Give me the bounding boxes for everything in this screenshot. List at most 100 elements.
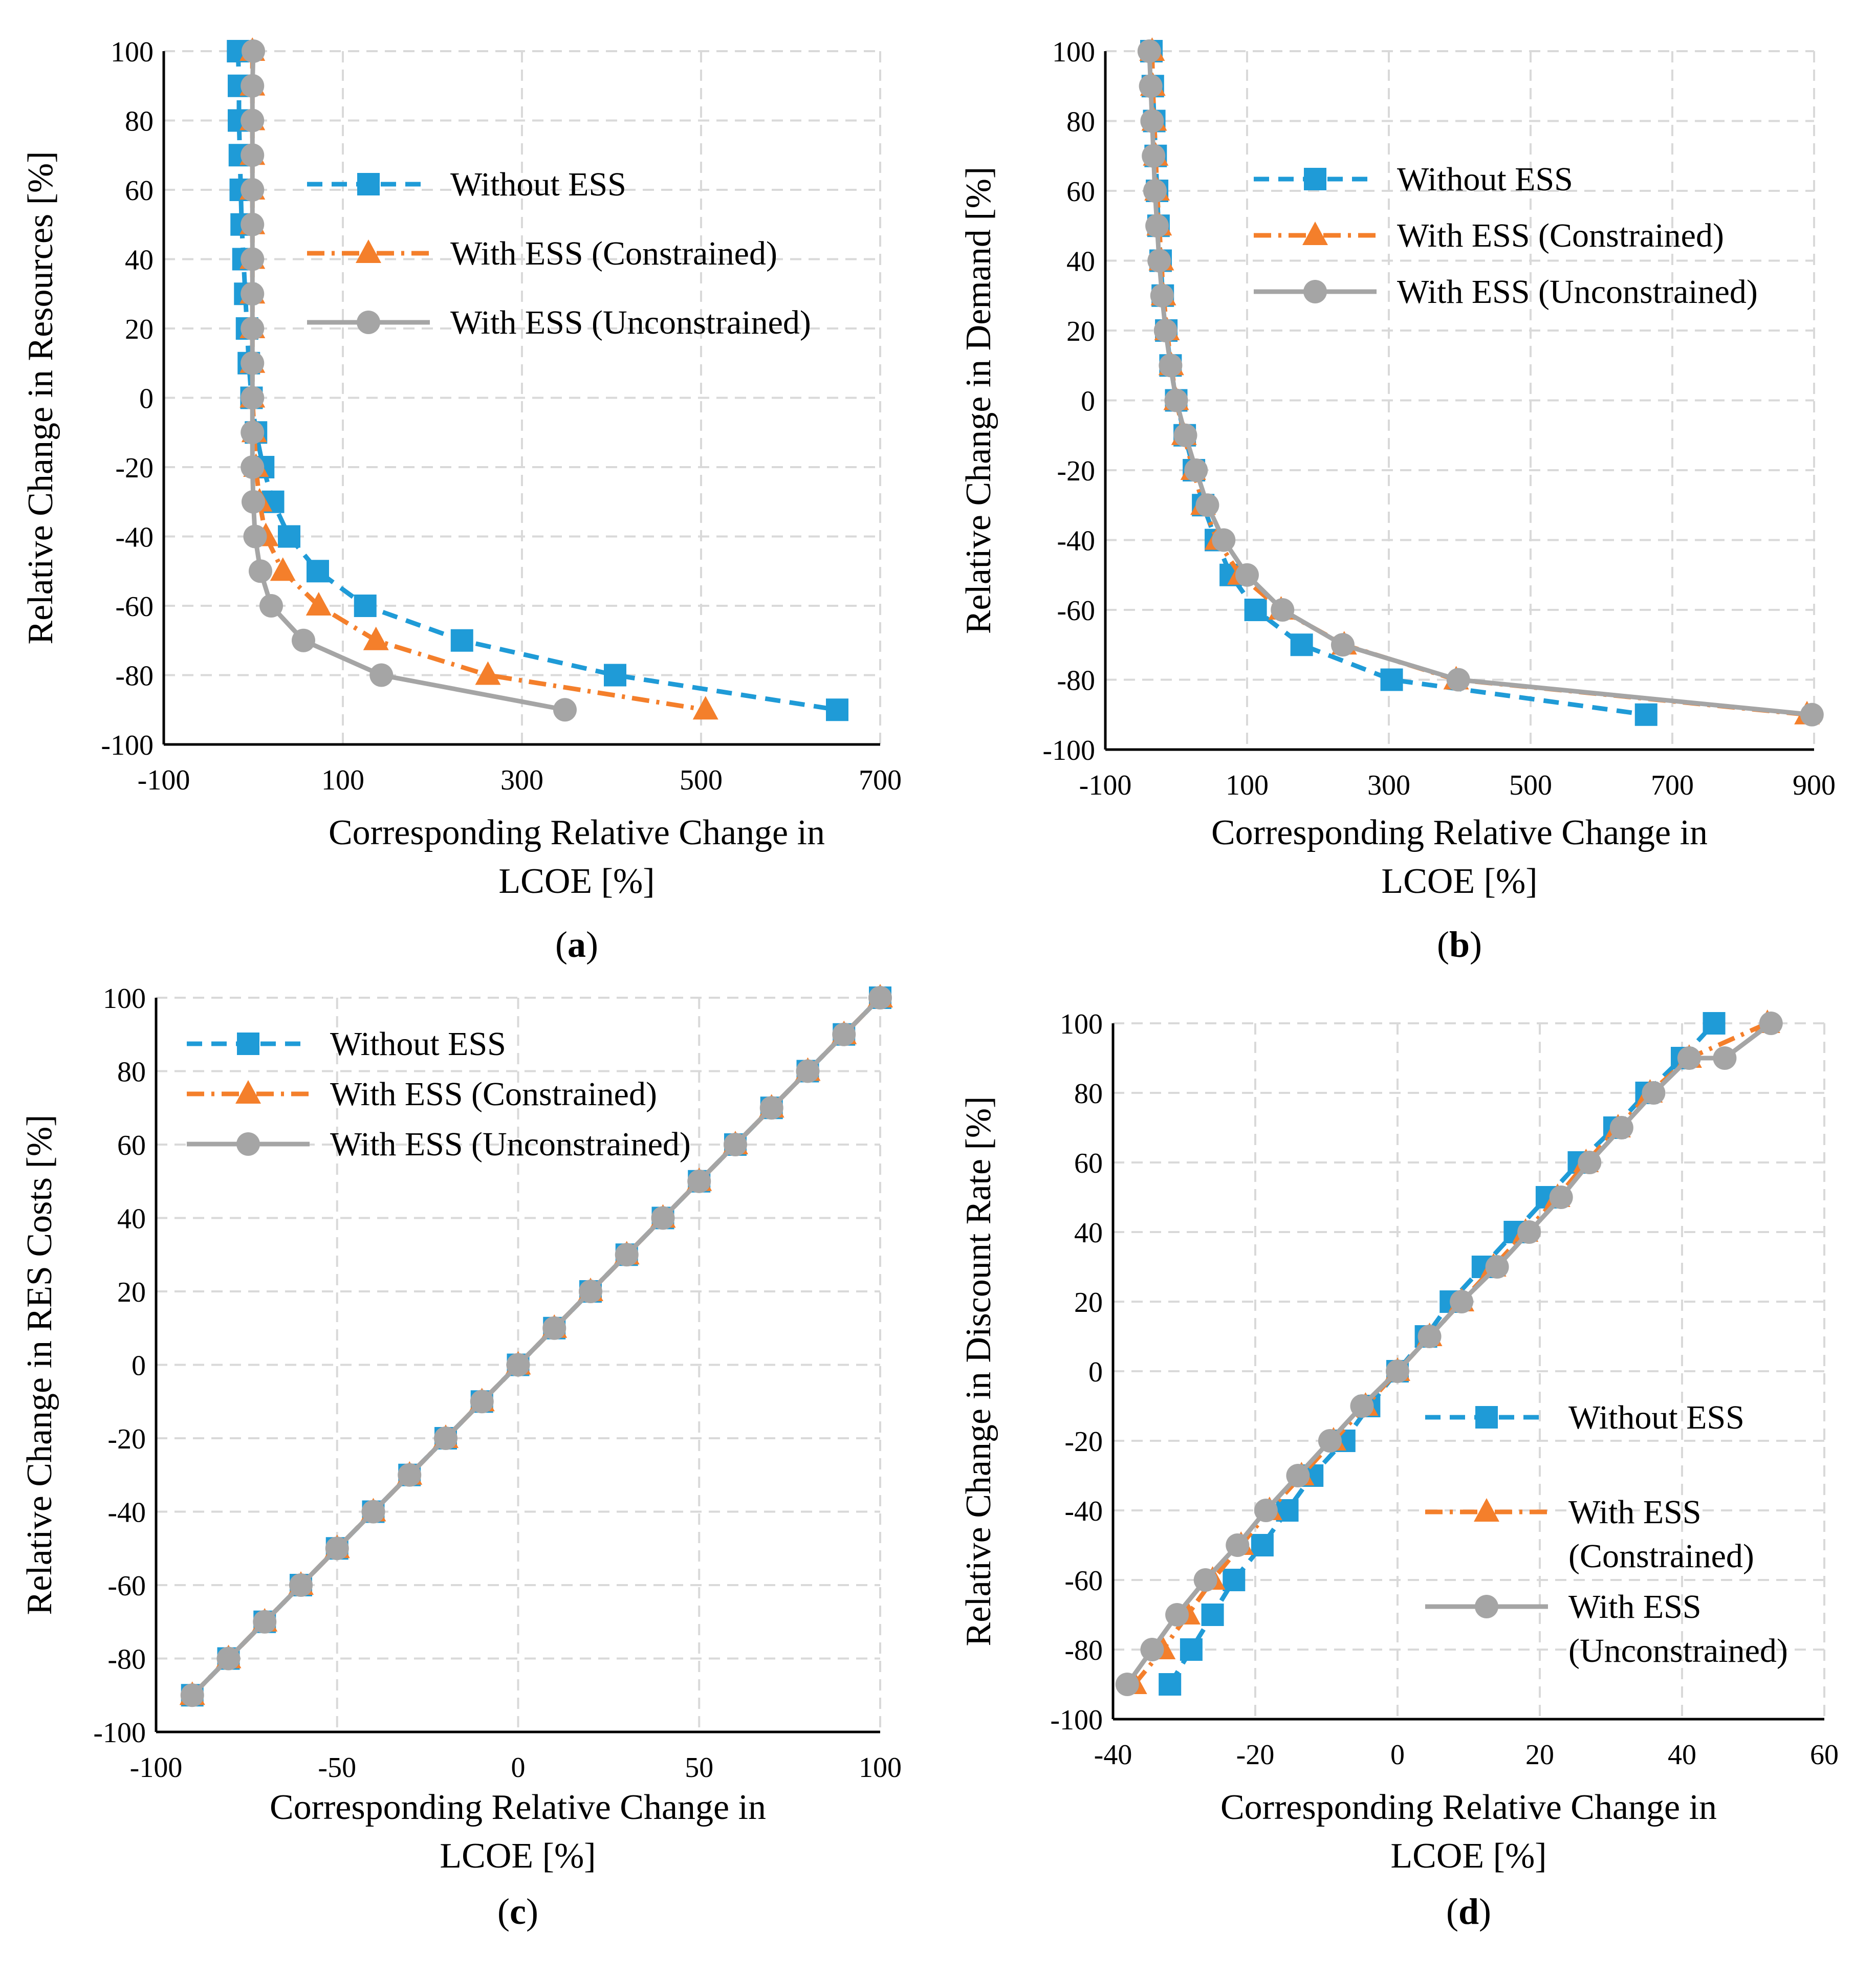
data-point	[354, 595, 377, 617]
x-tick-label: 0	[511, 1752, 526, 1784]
y-tick-label: -60	[1064, 1565, 1103, 1597]
y-tick-label: -40	[115, 522, 154, 554]
y-tick-label: -40	[107, 1497, 146, 1529]
data-point	[1173, 423, 1197, 447]
legend-marker	[356, 239, 381, 263]
data-point	[1159, 1673, 1182, 1696]
data-point	[180, 1683, 204, 1707]
x-axis-title-cont: LCOE [%]	[498, 862, 655, 901]
y-tick-label: -100	[1050, 1704, 1103, 1736]
data-point	[1145, 214, 1169, 238]
legend-label: With ESS (Constrained)	[450, 235, 777, 272]
data-point	[1147, 249, 1171, 273]
data-point	[306, 592, 332, 616]
data-point	[241, 143, 265, 167]
legend-label-cont: (Constrained)	[1568, 1538, 1754, 1575]
y-tick-label: 20	[1066, 316, 1095, 347]
y-axis-title: Relative Change in Demand [%]	[959, 167, 998, 634]
panel-paren-close: )	[526, 1891, 538, 1932]
data-point	[241, 74, 265, 98]
y-tick-label: 100	[1060, 1008, 1103, 1040]
series-without-ess	[1140, 40, 1657, 726]
data-point	[1642, 1081, 1666, 1105]
legend-marker	[1303, 280, 1327, 303]
legend-label-cont: (Unconstrained)	[1568, 1632, 1788, 1670]
data-point	[832, 1022, 856, 1046]
data-point	[759, 1096, 783, 1120]
x-tick-label: 700	[859, 764, 902, 796]
legend-label: With ESS (Constrained)	[330, 1075, 657, 1113]
legend-label: With ESS	[1568, 1494, 1702, 1531]
panel-letter: d	[1458, 1891, 1479, 1932]
y-tick-label: -60	[1057, 595, 1095, 627]
y-tick-label: 0	[139, 383, 154, 415]
data-point	[1184, 458, 1208, 482]
data-point	[1165, 1603, 1189, 1627]
y-tick-label: 40	[1074, 1217, 1103, 1249]
legend-marker	[236, 1132, 260, 1156]
legend-label: Without ESS	[330, 1025, 506, 1063]
y-tick-label: -100	[93, 1717, 146, 1749]
legend: Without ESS With ESS (Constrained) With ESS…	[1425, 1399, 1788, 1670]
y-tick-label: -60	[115, 591, 154, 623]
data-point	[651, 1206, 675, 1230]
x-axis-title-cont: LCOE [%]	[1390, 1836, 1546, 1876]
panel-paren-open: (	[1446, 1891, 1458, 1932]
legend-label: Without ESS	[1568, 1399, 1744, 1436]
series-with-ess-unconstrained	[241, 39, 577, 722]
legend: Without ESS With ESS (Constrained) With ES…	[307, 166, 811, 341]
data-point	[1517, 1220, 1541, 1244]
x-axis-title: Corresponding Relative Change in	[270, 1788, 766, 1827]
data-point	[1153, 319, 1177, 342]
data-point	[1150, 283, 1174, 308]
legend-label: With ESS (Unconstrained)	[1397, 273, 1758, 311]
y-tick-label: -20	[115, 452, 154, 484]
y-tick-label: -100	[1042, 735, 1095, 766]
data-point	[604, 664, 626, 687]
legend: Without ESS With ESS (Constrained) With ES…	[1254, 161, 1758, 311]
data-point	[241, 317, 265, 340]
data-point	[1244, 599, 1267, 621]
data-point	[361, 1500, 385, 1524]
data-point	[1251, 1534, 1274, 1556]
data-point	[369, 663, 394, 687]
data-point	[1143, 179, 1167, 203]
data-point	[796, 1059, 820, 1083]
data-point	[1417, 1325, 1442, 1348]
panel-letter: c	[510, 1891, 526, 1932]
data-point	[1140, 1638, 1164, 1661]
data-point	[553, 698, 577, 722]
data-point	[241, 212, 265, 236]
legend-label: Without ESS	[1397, 161, 1573, 198]
data-point	[241, 386, 265, 410]
x-tick-label: -100	[138, 764, 190, 796]
x-tick-label: 900	[1793, 770, 1836, 801]
y-tick-label: 40	[125, 245, 154, 276]
data-point	[1446, 668, 1470, 692]
chart-panel-b: -100 -80 -60 -40 -20 0 20 40 60 80 100 -100 100 300 50…	[959, 36, 1836, 965]
data-point	[243, 524, 267, 548]
data-point	[1235, 563, 1259, 587]
legend-marker	[357, 173, 380, 195]
data-point	[1386, 1359, 1409, 1383]
data-point	[1286, 1464, 1310, 1487]
data-point	[579, 1280, 602, 1303]
data-point	[1290, 633, 1313, 656]
x-tick-label: 60	[1810, 1739, 1839, 1771]
data-point	[241, 455, 265, 479]
y-tick-label: -100	[101, 730, 154, 761]
legend-label: With ESS	[1568, 1588, 1702, 1626]
data-point	[826, 698, 848, 721]
x-tick-label: 100	[859, 1752, 902, 1784]
data-point	[1142, 144, 1166, 168]
data-point	[1159, 354, 1183, 378]
y-tick-label: 100	[103, 983, 146, 1015]
legend-marker	[1304, 168, 1326, 190]
data-point	[241, 108, 265, 133]
legend-label: With ESS (Unconstrained)	[330, 1126, 691, 1163]
data-point	[1180, 1638, 1203, 1661]
data-point	[434, 1426, 457, 1450]
data-point	[1450, 1290, 1474, 1313]
data-point	[1609, 1116, 1633, 1139]
gridlines	[164, 50, 881, 744]
